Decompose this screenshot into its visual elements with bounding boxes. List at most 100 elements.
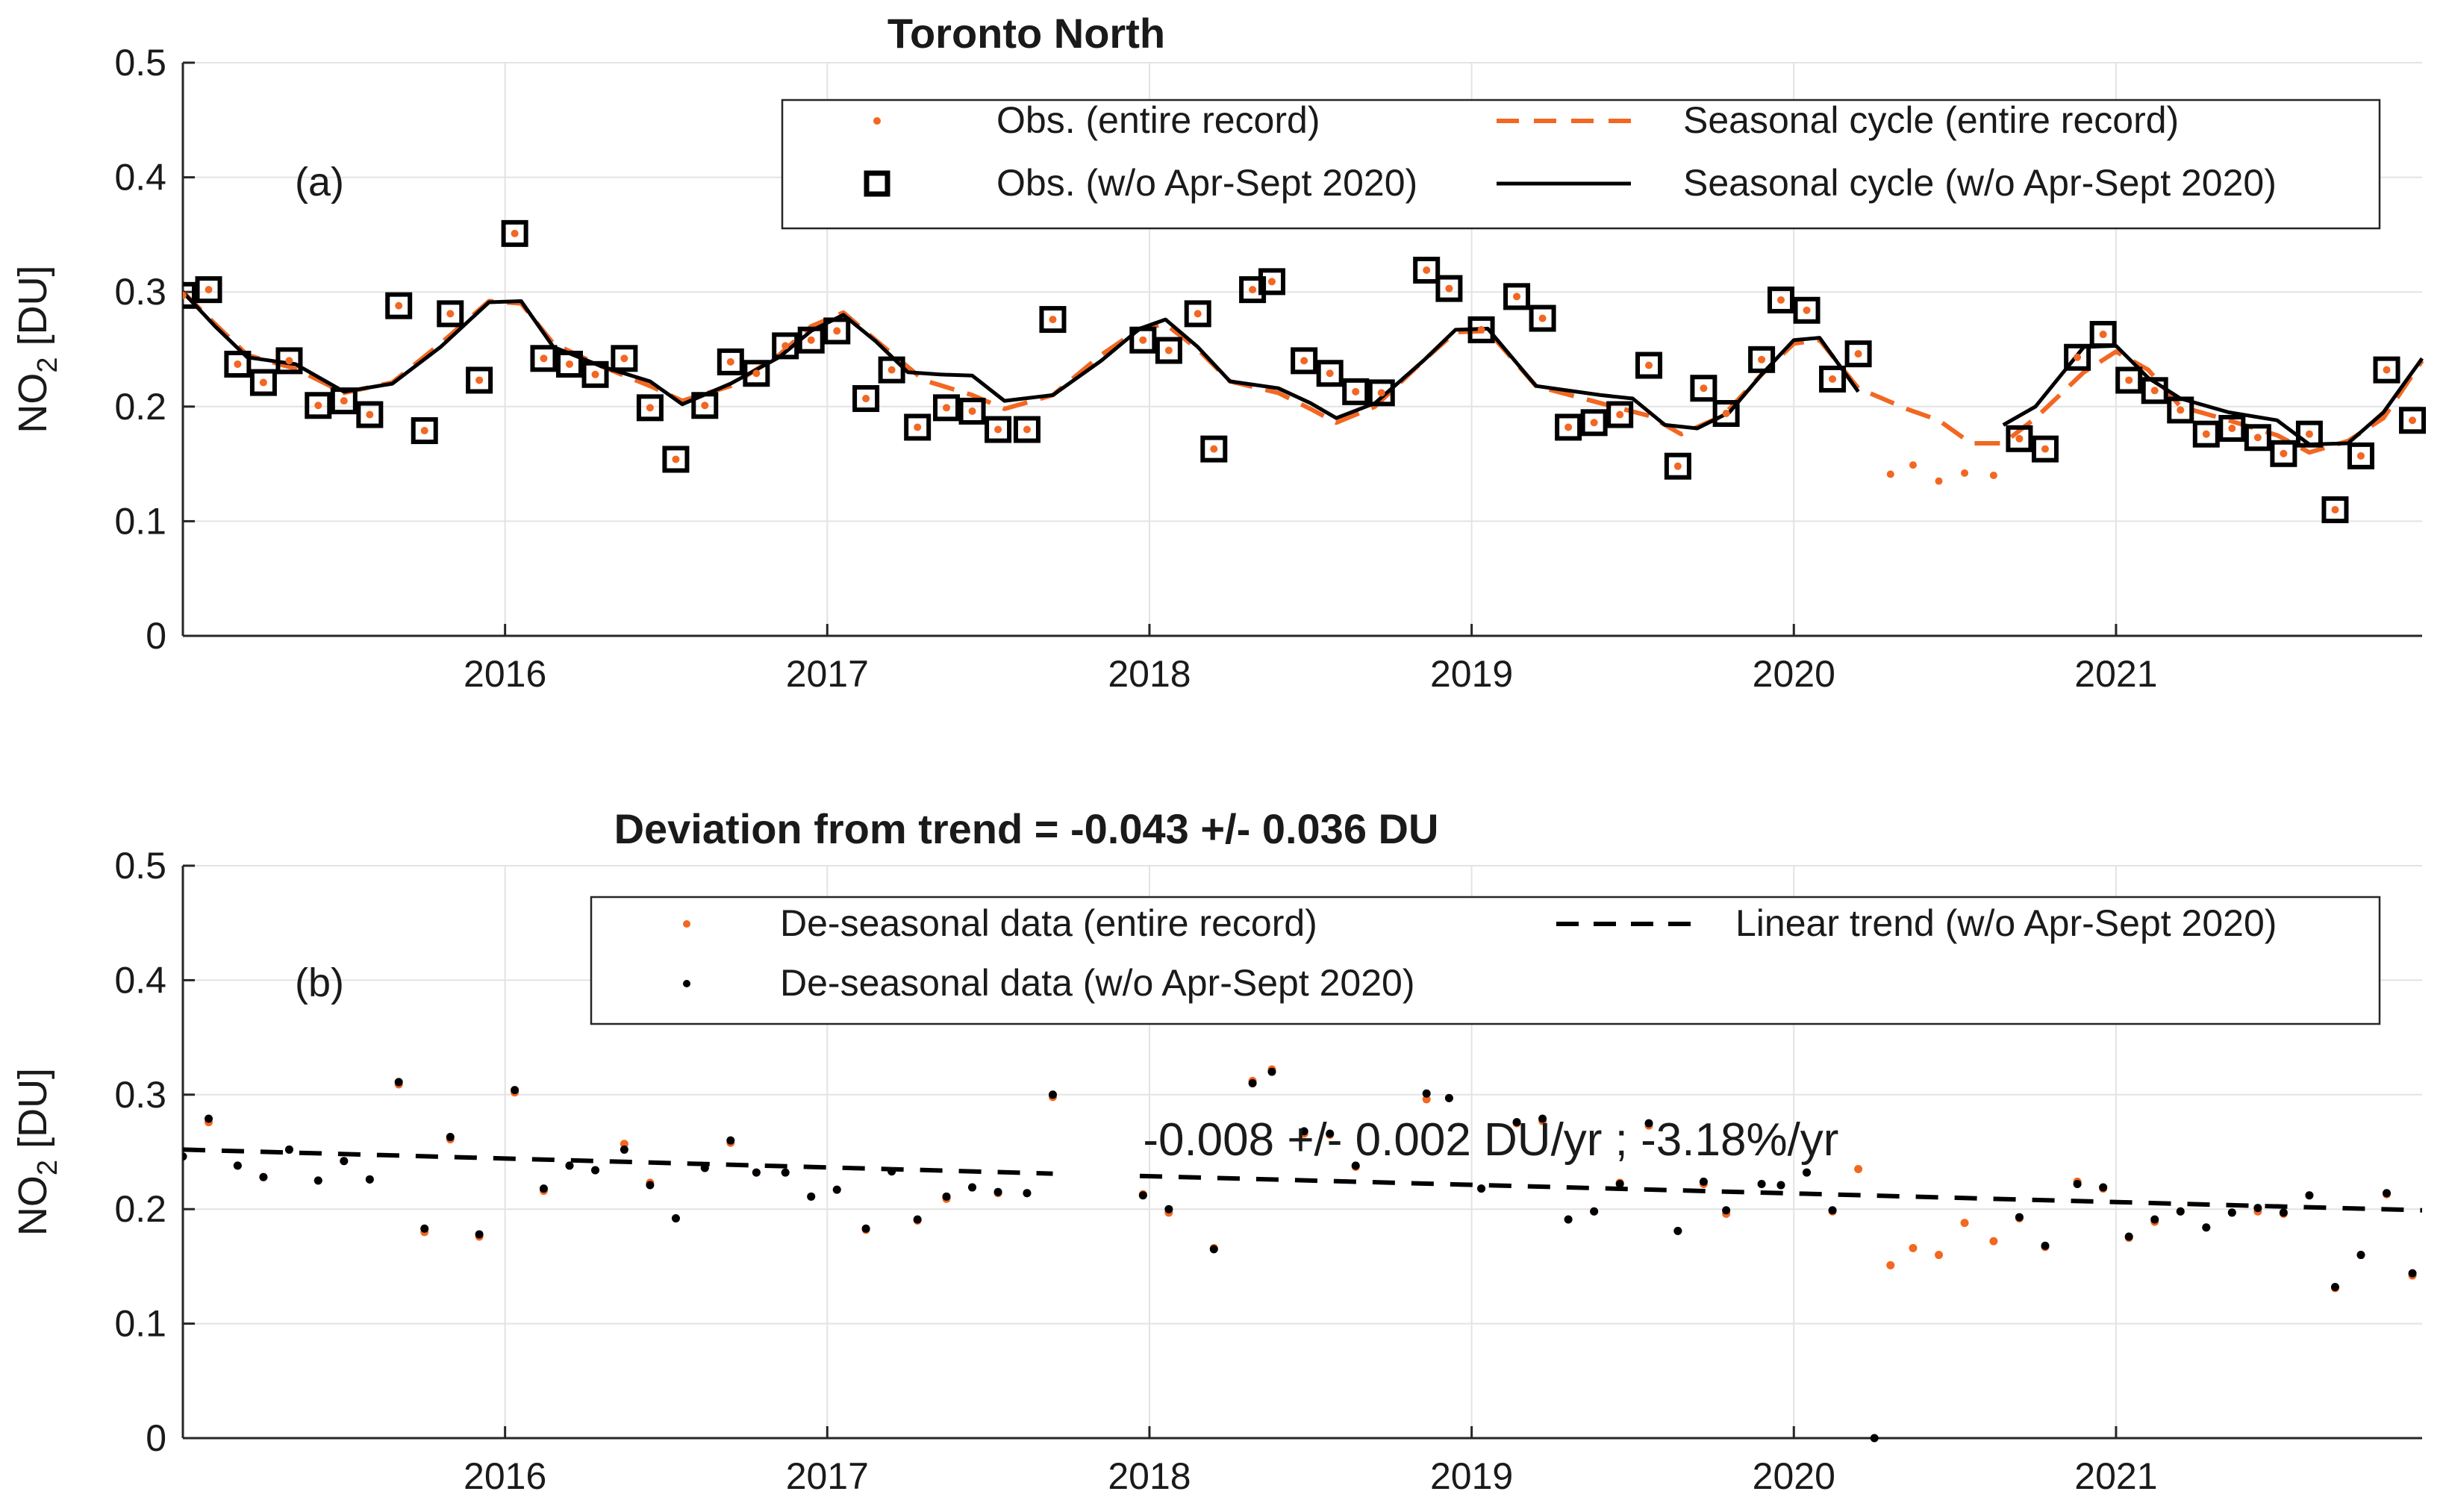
series-1-1-point	[942, 1192, 951, 1201]
series-0-1-marker	[2244, 424, 2271, 452]
series-0-1-marker	[195, 276, 222, 304]
legend: Obs. (entire record) Seasonal cycle (enti…	[781, 99, 2381, 230]
series-0-1-marker	[823, 317, 851, 345]
series-0-0-point	[511, 229, 519, 237]
series-1-1-point	[1023, 1189, 1032, 1198]
series-1-1-point	[1776, 1181, 1785, 1190]
series-1-0-point	[1854, 1165, 1863, 1174]
series-0-1-marker	[852, 385, 880, 413]
series-1-1-point	[913, 1215, 922, 1224]
series-1-0-point	[1935, 1251, 1944, 1260]
series-1-1-point	[807, 1192, 816, 1201]
series-0-1-marker	[717, 348, 744, 375]
series-1-1-point	[2099, 1183, 2108, 1192]
series-1-1-point	[420, 1224, 429, 1233]
series-0-1-marker	[249, 369, 277, 396]
series-1-1-point	[832, 1185, 841, 1194]
series-0-1-marker	[581, 360, 609, 388]
series-1-1-point	[1164, 1205, 1173, 1213]
series-1-1-point	[2041, 1241, 2050, 1250]
series-0-1-marker	[2321, 496, 2349, 524]
series-1-1-point	[1209, 1245, 1218, 1254]
series-0-1-marker	[1184, 300, 1211, 328]
series-1-1-point	[1422, 1089, 1431, 1098]
series-0-1-marker	[878, 356, 905, 384]
series-0-1-marker	[1291, 347, 1318, 375]
legend-swatch-1-2	[683, 980, 690, 987]
series-1-1-point	[183, 1152, 187, 1161]
series-0-0-point	[1700, 384, 1708, 393]
series-1-1-point	[887, 1167, 896, 1176]
series-0-1-marker	[985, 416, 1012, 443]
series-1-1-point	[1267, 1067, 1276, 1076]
series-0-0-point	[2253, 434, 2262, 442]
y-axis-label: NO2 [DU]	[10, 1068, 63, 1236]
series-0-0-point	[2356, 452, 2365, 460]
series-0-1-marker	[2167, 396, 2194, 424]
series-0-1-marker	[1342, 378, 1370, 405]
series-0-1-marker	[1606, 401, 1634, 428]
series-0-1-marker	[501, 219, 528, 247]
series-1-1-point	[2073, 1179, 2082, 1188]
series-0-1-marker	[1200, 435, 1228, 463]
series-1-1-point	[591, 1166, 600, 1175]
legend-label: Seasonal cycle (entire record)	[1683, 99, 2179, 141]
series-1-1-point	[1699, 1177, 1708, 1186]
chart-title: Toronto North	[887, 10, 1165, 57]
y-tick-label: 0	[146, 1417, 166, 1459]
series-0-1-marker	[224, 350, 252, 378]
series-0-1-marker	[2270, 440, 2297, 467]
x-tick-label: 2016	[464, 1455, 546, 1497]
series-1-1-point	[1644, 1119, 1653, 1128]
series-0-0-point	[475, 376, 484, 384]
series-1-1-point	[2383, 1189, 2392, 1198]
y-tick-label: 0.4	[114, 157, 166, 199]
series-1-0-point	[1960, 1219, 1969, 1228]
data-layer	[183, 1065, 2423, 1443]
series-0-0-point	[1164, 346, 1173, 354]
series-1-1-point	[2124, 1232, 2133, 1241]
series-0-0-point	[1513, 293, 1521, 301]
series-0-0-point	[1194, 310, 1202, 318]
y-tick-label: 0.1	[114, 500, 166, 542]
series-1-1-point	[1673, 1226, 1682, 1235]
y-tick-label: 0	[146, 615, 166, 657]
series-0-0-point	[620, 354, 628, 363]
series-1-1-point	[446, 1133, 455, 1142]
series-0-0-point	[2280, 449, 2288, 457]
series-1-1-point	[1590, 1207, 1599, 1216]
series-0-1-marker	[1413, 257, 1441, 284]
series-1-1-point	[700, 1163, 709, 1172]
series-1-1-point	[2176, 1207, 2185, 1216]
series-1-2-line	[1139, 1173, 2423, 1213]
series-0-1-marker	[1580, 409, 1608, 437]
series-1-0-point	[1886, 1260, 1895, 1269]
series-1-1-point	[620, 1145, 628, 1154]
series-1-1-point	[993, 1187, 1002, 1196]
series-1-1-point	[1803, 1168, 1812, 1177]
series-1-1-point	[1870, 1434, 1879, 1443]
series-1-1-point	[205, 1114, 213, 1123]
series-0-1-marker	[2141, 377, 2168, 404]
series-1-1-point	[2227, 1208, 2236, 1217]
series-0-0-point	[1423, 266, 1431, 275]
series-1-1-point	[2202, 1223, 2211, 1232]
series-1-1-point	[233, 1161, 242, 1170]
series-1-1-point	[1351, 1161, 1360, 1170]
series-0-0-point	[1049, 316, 1057, 324]
series-0-0-point	[646, 404, 654, 412]
panel-label: (a)	[295, 160, 344, 204]
series-0-0-point	[1989, 471, 1997, 479]
series-0-0-point	[1023, 425, 1031, 434]
chart-title: Deviation from trend = -0.043 +/- 0.036 …	[614, 805, 1439, 852]
y-tick-label: 0.3	[114, 271, 166, 313]
series-0-1-marker	[2373, 356, 2400, 384]
series-0-0-point	[752, 369, 761, 378]
series-0-1-marker	[1155, 337, 1182, 364]
series-0-0-point	[1267, 278, 1276, 286]
series-0-0-point	[340, 397, 348, 405]
x-tick-label: 2019	[1430, 1455, 1513, 1497]
series-1-1-point	[1828, 1206, 1837, 1215]
series-0-1-marker	[1239, 276, 1267, 304]
series-0-1-marker	[1503, 283, 1531, 310]
